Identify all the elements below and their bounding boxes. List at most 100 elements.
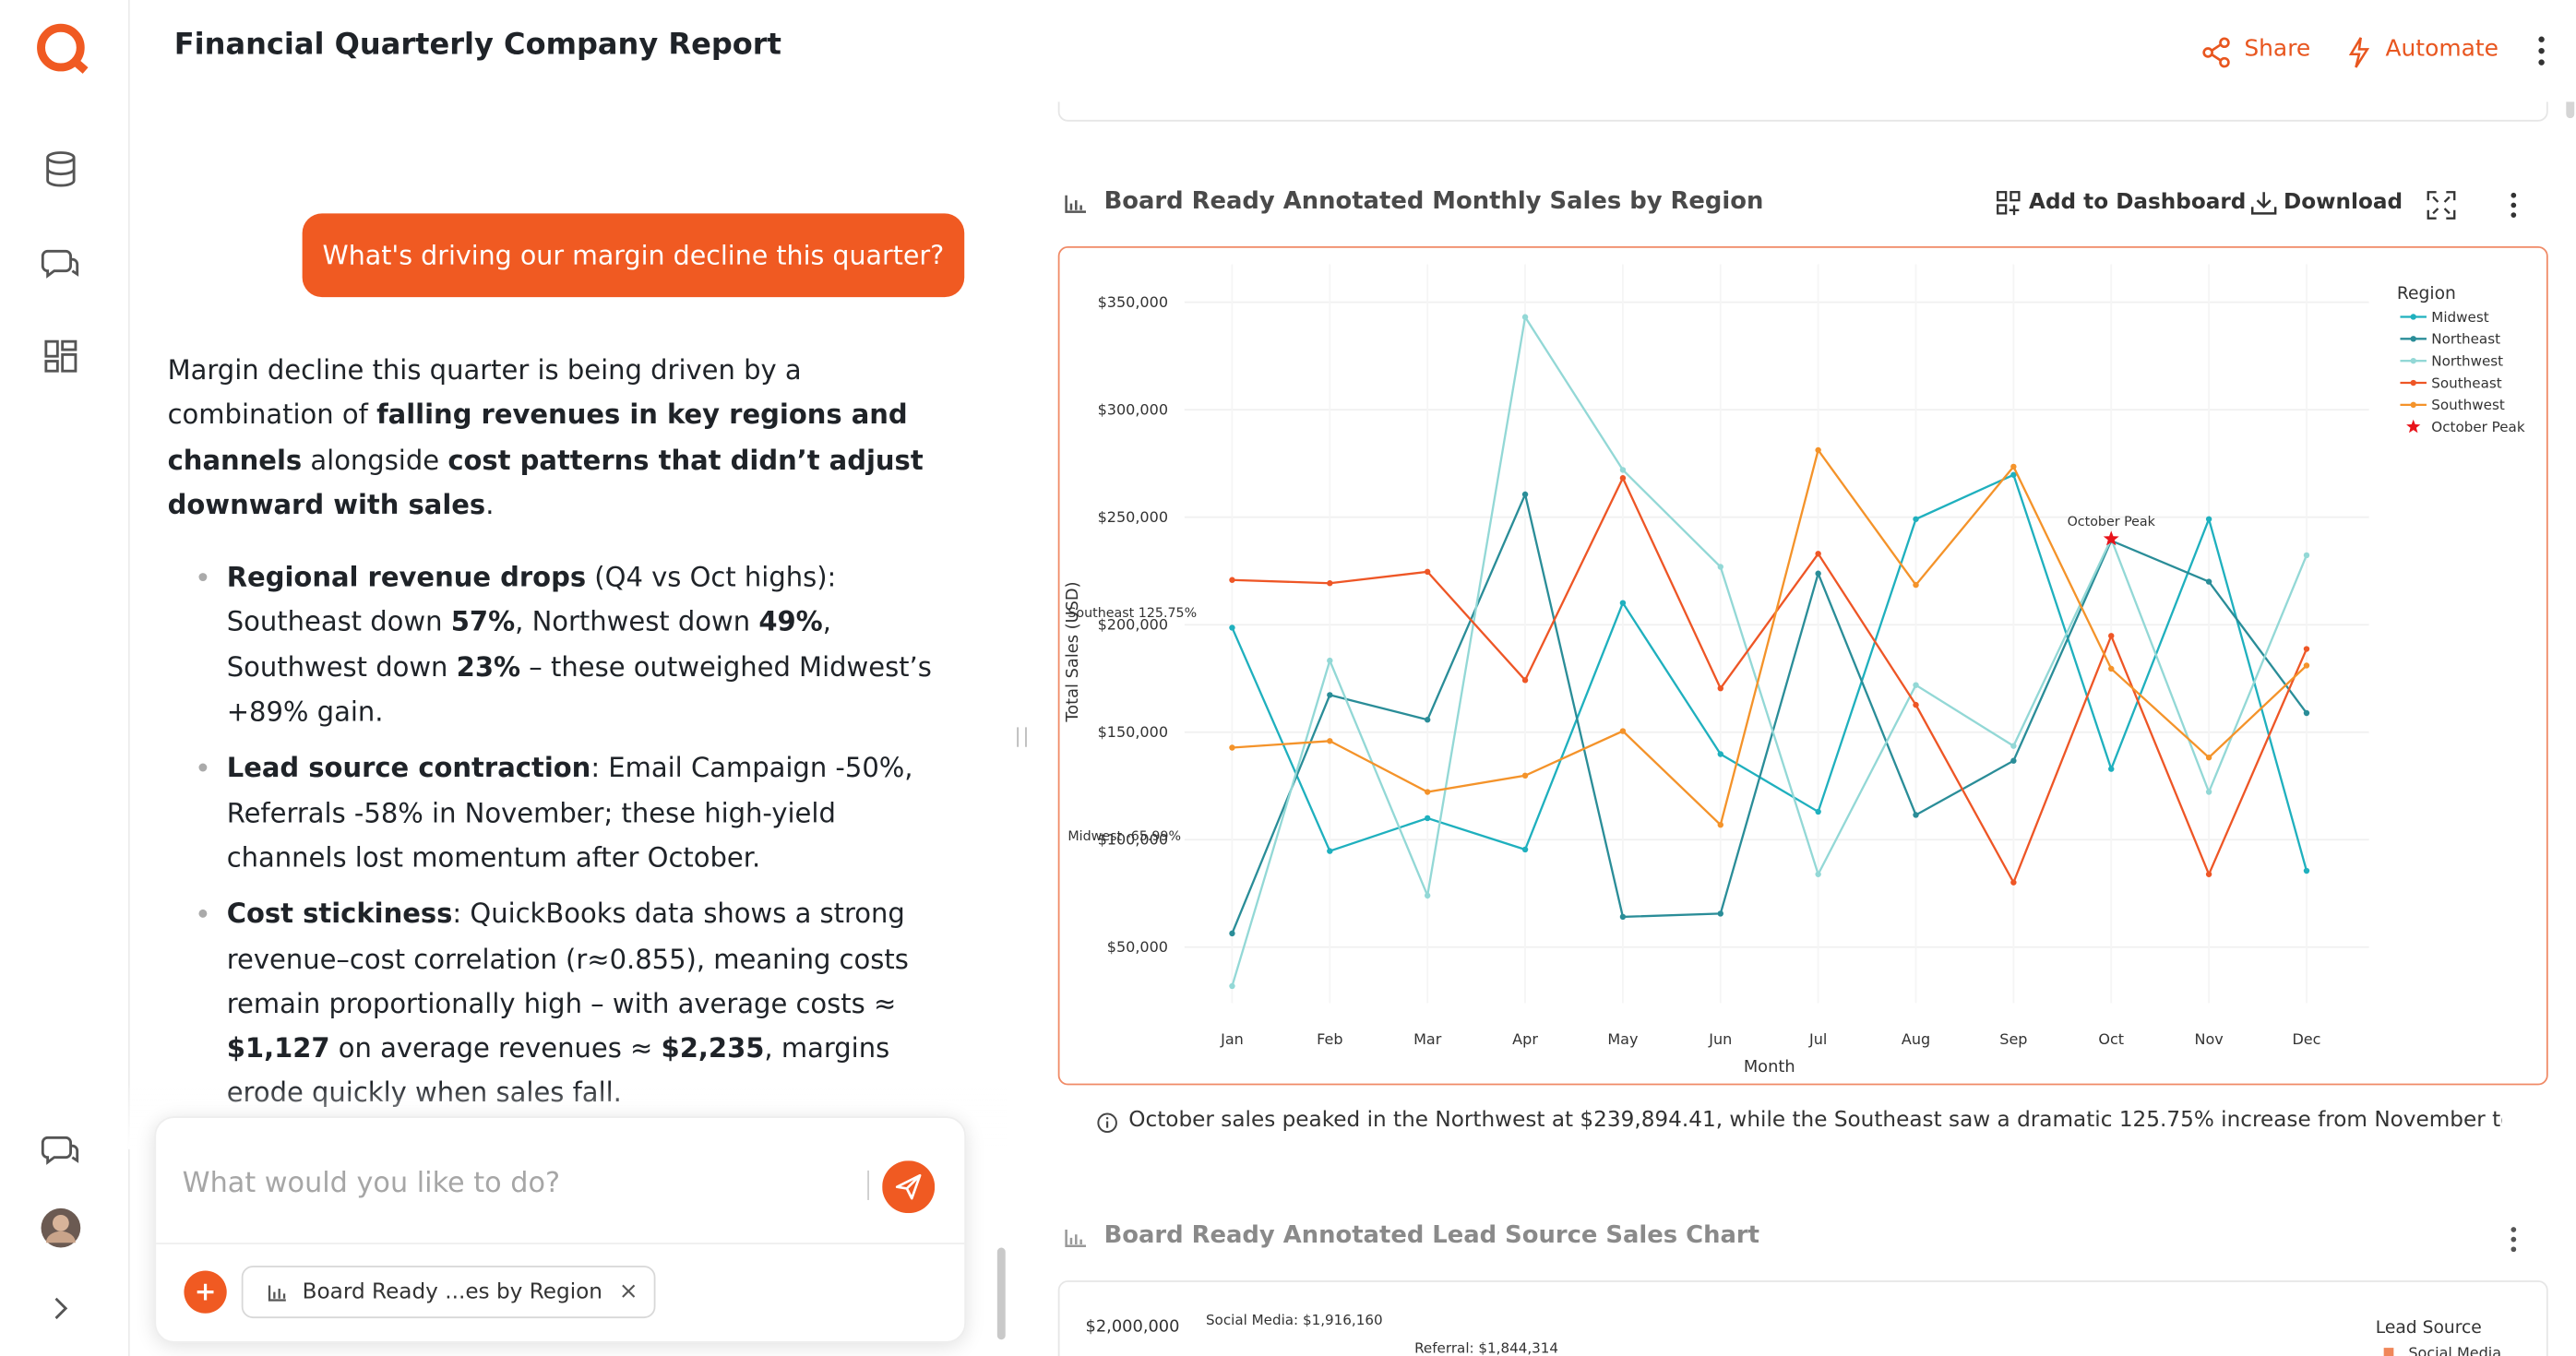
data-point <box>2205 871 2212 877</box>
resize-handle[interactable] <box>1017 727 1027 747</box>
answer-bullet: Regional revenue drops (Q4 vs Oct highs)… <box>227 555 960 734</box>
data-point <box>1619 913 1627 921</box>
chart-caption: October sales peaked in the Northwest at… <box>1128 1108 2502 1133</box>
data-point <box>1521 677 1529 684</box>
text-run: 49% <box>758 606 823 638</box>
prompt-box: What would you like to do? Board Ready .… <box>154 1116 966 1343</box>
data-point <box>2108 665 2115 672</box>
data-point <box>1521 846 1529 853</box>
text-run: , Northwest down <box>515 606 759 638</box>
legend-swatch <box>2410 336 2416 342</box>
legend-entry: Southeast <box>2431 375 2501 391</box>
download-button[interactable]: Download <box>2284 190 2403 216</box>
send-button[interactable] <box>882 1160 936 1214</box>
legend-entry: Northwest <box>2431 353 2503 370</box>
data-point <box>2108 633 2115 639</box>
data-point <box>1327 848 1333 854</box>
data-point <box>2303 709 2310 717</box>
data-point <box>1815 570 1821 577</box>
y-tick-label: $2,000,000 <box>1086 1316 1180 1336</box>
chart: $50,000 $100,000 $150,000 $200,000 $250,000 $… <box>1063 264 2525 1076</box>
scrollbar <box>2566 101 2575 119</box>
chart-menu[interactable] <box>2505 1225 2522 1255</box>
header: Financial Quarterly Company Report Share… <box>128 0 2576 101</box>
annotation: Referral: $1,844,314 <box>1414 1339 1558 1356</box>
data-point <box>1327 657 1333 664</box>
data-point <box>1815 446 1821 454</box>
avatar[interactable] <box>41 1207 81 1248</box>
more-menu[interactable] <box>2534 34 2550 67</box>
share-icon <box>2202 37 2230 68</box>
data-point <box>1521 772 1529 779</box>
text-run: Regional revenue drops <box>226 561 587 593</box>
data-point <box>1913 516 1919 522</box>
context-chip[interactable]: Board Ready ...es by Region × <box>241 1266 657 1319</box>
scrollbar <box>996 1247 1006 1340</box>
data-point <box>2205 578 2212 585</box>
data-point <box>1815 551 1821 557</box>
y-tick-label: $250,000 <box>1098 508 1168 526</box>
data-point <box>1913 682 1919 688</box>
data-point <box>1717 751 1723 757</box>
data-point <box>1327 580 1333 587</box>
text-run: on average revenues ≈ <box>329 1032 662 1065</box>
data-point <box>2010 879 2017 886</box>
x-tick-label: Feb <box>1317 1030 1342 1048</box>
chart: $2,000,000 Social Media: $1,916,160 Refe… <box>1086 1312 2501 1356</box>
add-button[interactable] <box>183 1269 229 1315</box>
y-tick-label: $50,000 <box>1107 938 1168 956</box>
text-run: , Southwest down <box>226 606 831 683</box>
fullscreen-button[interactable] <box>2427 190 2456 220</box>
y-tick-label: $150,000 <box>1098 723 1168 741</box>
text-run: Lead source contraction <box>226 752 591 784</box>
data-icon[interactable] <box>46 151 76 187</box>
legend-entry: Midwest <box>2431 309 2488 326</box>
answer-list: Regional revenue drops (Q4 vs Oct highs)… <box>168 555 960 1116</box>
peak-annotation: October Peak <box>2068 515 2156 529</box>
chip-remove[interactable]: × <box>618 1279 638 1305</box>
y-tick-label: $100,000 <box>1098 831 1168 849</box>
x-tick-label: Jun <box>1708 1030 1732 1048</box>
answer-bullet: Cost stickiness: QuickBooks data shows a… <box>227 892 960 1116</box>
chart-menu[interactable] <box>2505 190 2522 220</box>
data-point <box>2010 743 2017 749</box>
data-point <box>1913 701 1919 708</box>
data-point <box>1229 577 1235 583</box>
share-button[interactable]: Share <box>2244 36 2311 63</box>
data-point <box>2010 757 2017 764</box>
text-run: . <box>485 489 495 520</box>
data-point <box>1424 815 1431 822</box>
chart-card: $50,000 $100,000 $150,000 $200,000 $250,000 $… <box>1057 245 2548 1086</box>
series-line <box>1232 447 2308 827</box>
data-point <box>1913 812 1919 818</box>
legend-swatch <box>2406 419 2421 434</box>
y-tick-label: $350,000 <box>1098 293 1168 311</box>
data-point <box>1229 744 1235 751</box>
chart-title: Board Ready Annotated Monthly Sales by R… <box>1103 188 1764 216</box>
data-point <box>1521 314 1529 320</box>
legend-entry: Southwest <box>2431 397 2505 413</box>
chart-icon <box>1065 195 1086 213</box>
series-line <box>1231 473 2308 872</box>
data-point <box>1913 581 1919 589</box>
series-line <box>1231 491 2308 934</box>
chip-icon <box>268 1285 286 1302</box>
add-to-dashboard[interactable]: Add to Dashboard <box>2029 190 2247 216</box>
chats-icon[interactable] <box>41 249 79 279</box>
dashboards-icon[interactable] <box>44 339 78 373</box>
series-line <box>1232 475 2308 886</box>
help-icon[interactable] <box>41 1136 79 1165</box>
text-run: falling revenues in key regions and chan… <box>167 398 908 476</box>
data-point <box>2303 552 2310 559</box>
prompt-input[interactable]: What would you like to do? <box>182 1167 561 1200</box>
text-run: $2,235 <box>661 1032 765 1065</box>
expand-sidebar[interactable] <box>54 1297 68 1320</box>
data-point <box>1717 564 1723 570</box>
legend-swatch <box>2383 1348 2394 1356</box>
automate-icon <box>2348 37 2370 68</box>
data-point <box>1521 491 1529 498</box>
automate-button[interactable]: Automate <box>2385 36 2499 63</box>
